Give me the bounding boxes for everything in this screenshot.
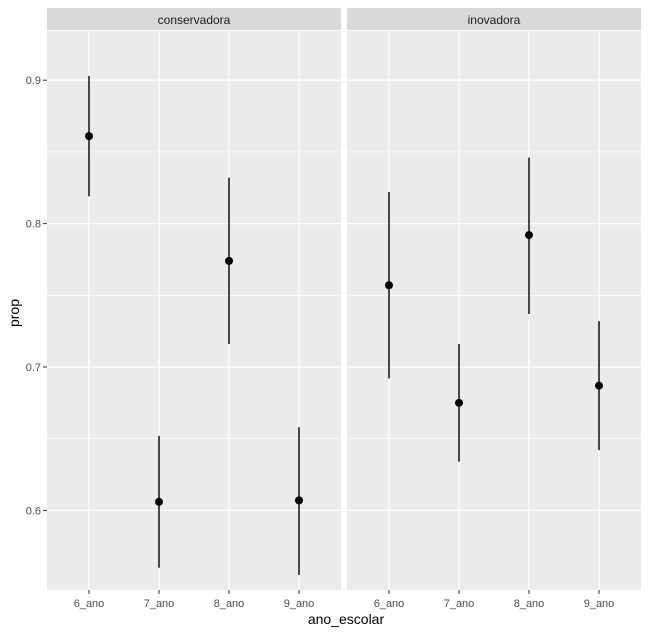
data-point — [385, 281, 393, 290]
y-tick-label: 0.6 — [26, 505, 41, 517]
x-axis-title: ano_escolar — [308, 611, 385, 627]
strip-background — [347, 8, 641, 30]
facet-panel-inovadora: inovadora 6_ano 7_ano 8_ano 9_ano — [347, 8, 641, 610]
y-axis-title: prop — [6, 299, 22, 327]
x-tick-label: 9_ano — [584, 598, 615, 610]
y-axis: 0.6 0.7 0.8 0.9 — [26, 75, 47, 517]
data-point — [595, 381, 603, 390]
data-point — [155, 497, 163, 506]
y-tick-label: 0.7 — [26, 362, 41, 374]
panel-background — [347, 31, 641, 590]
data-point — [225, 256, 233, 265]
strip-background — [47, 8, 341, 30]
strip-label: conservadora — [158, 13, 231, 27]
y-tick-label: 0.8 — [26, 219, 41, 231]
data-point — [525, 231, 533, 240]
x-tick-label: 7_ano — [444, 598, 475, 610]
x-tick-label: 6_ano — [374, 598, 405, 610]
x-tick-label: 6_ano — [74, 598, 105, 610]
panel-background — [47, 31, 341, 590]
x-tick-label: 9_ano — [284, 598, 315, 610]
strip-label: inovadora — [468, 13, 521, 27]
facet-panel-conservadora: conservadora 6_ano 7_ano 8_ano 9_ano — [47, 8, 341, 610]
y-tick-label: 0.9 — [26, 75, 41, 87]
x-tick-label: 8_ano — [214, 598, 245, 610]
data-point — [85, 132, 93, 141]
data-point — [455, 398, 463, 407]
x-tick-label: 7_ano — [144, 598, 175, 610]
data-point — [295, 496, 303, 505]
x-tick-label: 8_ano — [514, 598, 545, 610]
